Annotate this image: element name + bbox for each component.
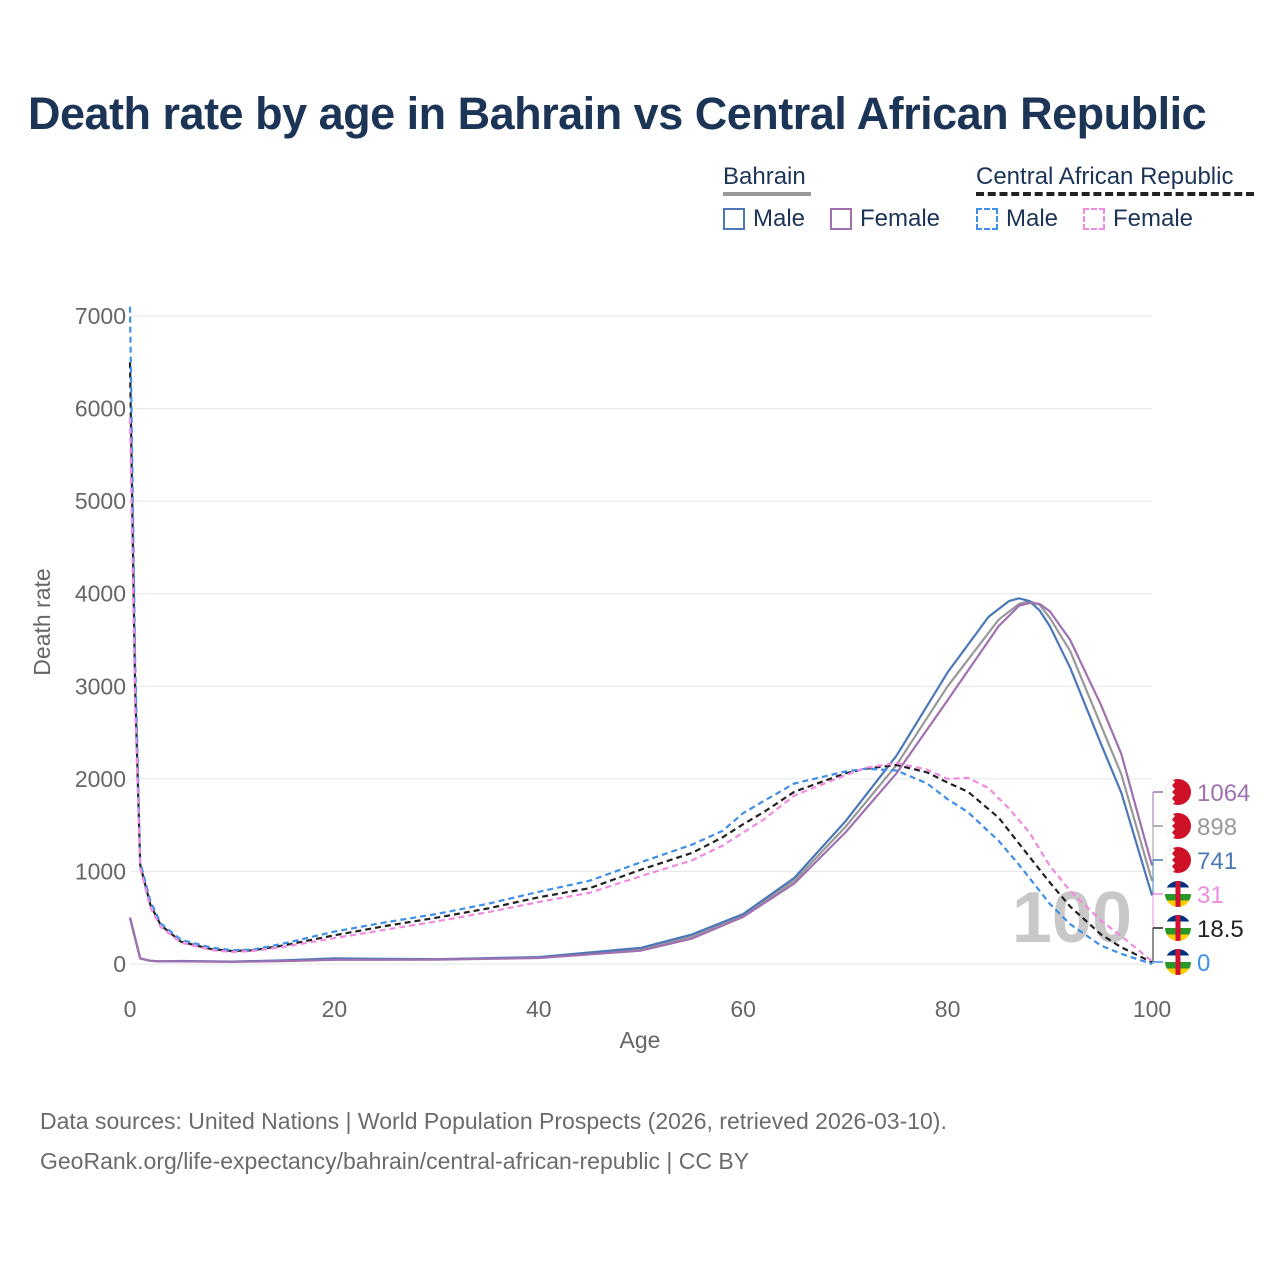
car-flag-icon [1165, 949, 1191, 975]
watermark-year: 100 [1012, 878, 1132, 958]
legend-group-car-line [976, 192, 1254, 196]
gridlines [130, 315, 1152, 965]
end-label-value: 0 [1197, 950, 1210, 977]
series-line-4[interactable] [128, 306, 1153, 966]
legend-swatch-dashed-pink [1083, 208, 1105, 230]
legend-group-bahrain: Bahrain [723, 163, 806, 190]
y-tick-label: 2000 [75, 766, 126, 792]
end-label-value: 898 [1197, 814, 1237, 841]
end-label-value: 741 [1197, 848, 1237, 875]
car-flag-icon [1165, 915, 1191, 941]
legend-swatch-solid-purple [830, 208, 852, 230]
end-labels: 1064 898 741 31 18.5 0 [1152, 779, 1250, 977]
series-line-5[interactable] [128, 417, 1153, 962]
y-tick-label: 3000 [75, 673, 126, 699]
x-tick-label: 60 [730, 996, 756, 1022]
chart-title: Death rate by age in Bahrain vs Central … [28, 88, 1207, 139]
car-flag-icon [1165, 881, 1191, 907]
x-tick-label: 100 [1133, 996, 1171, 1022]
series-lines [128, 306, 1154, 966]
bahrain-flag-icon [1165, 847, 1191, 873]
series-line-2[interactable] [128, 601, 1154, 963]
end-label-value: 18.5 [1197, 916, 1244, 943]
legend-label: Female [860, 205, 941, 232]
legend-item-bahrain-male[interactable]: Male [723, 205, 805, 233]
legend-group-car: Central African Republic [976, 163, 1234, 190]
legend-group-bahrain-line [723, 192, 811, 196]
legend-item-car-female[interactable]: Female [1083, 205, 1193, 233]
x-tick-label: 20 [322, 996, 348, 1022]
bahrain-flag-icon [1165, 779, 1191, 805]
source-line-1: Data sources: United Nations | World Pop… [40, 1108, 947, 1134]
legend-label: Female [1113, 205, 1194, 232]
y-tick-label: 0 [113, 951, 126, 977]
y-tick-label: 5000 [75, 488, 126, 514]
bahrain-flag-icon [1165, 813, 1191, 839]
x-tick-label: 40 [526, 996, 552, 1022]
end-label-value: 31 [1197, 882, 1224, 909]
series-line-1[interactable] [128, 597, 1154, 963]
x-tick-label: 0 [124, 996, 137, 1022]
legend-label: Male [1006, 205, 1059, 232]
y-tick-label: 4000 [75, 581, 126, 607]
y-axis-label: Death rate [29, 568, 55, 675]
y-axis: 0 1000 2000 3000 4000 5000 6000 7000 [75, 303, 126, 977]
legend-label: Male [753, 205, 806, 232]
legend-swatch-dashed-blue [976, 208, 998, 230]
x-tick-label: 80 [935, 996, 961, 1022]
legend-item-car-male[interactable]: Male [976, 205, 1058, 233]
legend-item-bahrain-female[interactable]: Female [830, 205, 940, 233]
series-line-0[interactable] [128, 600, 1154, 963]
y-tick-label: 7000 [75, 303, 126, 329]
x-axis: 0 20 40 60 80 100 [124, 996, 1172, 1022]
series-line-3[interactable] [128, 362, 1153, 964]
source-line-2[interactable]: GeoRank.org/life-expectancy/bahrain/cent… [40, 1148, 750, 1174]
legend-swatch-solid-blue [723, 208, 745, 230]
end-label-value: 1064 [1197, 780, 1250, 807]
x-axis-label: Age [620, 1027, 661, 1053]
y-tick-label: 6000 [75, 396, 126, 422]
y-tick-label: 1000 [75, 858, 126, 884]
